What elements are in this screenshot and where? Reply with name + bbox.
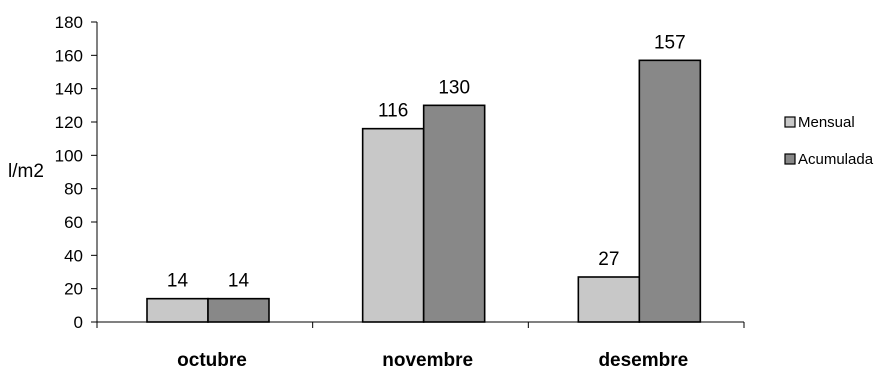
legend-swatch-acumulada xyxy=(784,153,796,165)
y-tick-label: 160 xyxy=(55,46,83,65)
bar-acumulada-novembre xyxy=(422,104,486,323)
bar-mensual-novembre xyxy=(361,127,425,323)
y-tick-label: 20 xyxy=(64,280,83,299)
y-tick-label: 140 xyxy=(55,80,83,99)
legend-label-mensual: Mensual xyxy=(798,114,855,131)
data-label-mensual-desembre: 27 xyxy=(598,249,619,270)
y-tick-label: 100 xyxy=(55,146,83,165)
x-axis: octubre novembre desembre xyxy=(96,321,745,368)
y-tick-label: 0 xyxy=(74,313,83,332)
y-axis-label: l/m2 xyxy=(8,161,44,182)
x-tick-label-desembre: desembre xyxy=(598,350,688,368)
x-tick-label-octubre: octubre xyxy=(177,350,247,368)
legend-swatch-mensual xyxy=(784,116,796,128)
legend-label-acumulada: Acumulada xyxy=(798,151,874,168)
y-tick-label: 80 xyxy=(64,180,83,199)
y-tick-label: 120 xyxy=(55,113,83,132)
data-label-acumulada-octubre: 14 xyxy=(228,271,250,292)
y-tick-label: 40 xyxy=(64,246,83,265)
x-tick-label-novembre: novembre xyxy=(382,350,473,368)
y-tick-label: 180 xyxy=(55,13,83,32)
bars xyxy=(146,59,702,323)
y-axis: 0 20 40 60 80 100 120 140 160 180 xyxy=(55,13,98,332)
y-tick-label: 60 xyxy=(64,213,83,232)
bar-mensual-desembre xyxy=(577,276,641,323)
data-label-acumulada-novembre: 130 xyxy=(438,77,470,98)
bar-acumulada-octubre xyxy=(207,297,270,323)
data-label-acumulada-desembre: 157 xyxy=(654,32,686,53)
data-label-mensual-octubre: 14 xyxy=(167,271,189,292)
legend: Mensual Acumulada xyxy=(784,114,874,168)
bar-acumulada-desembre xyxy=(638,59,702,323)
bar-mensual-octubre xyxy=(146,297,209,323)
data-labels: 14 14 116 130 27 157 xyxy=(167,32,686,291)
data-label-mensual-novembre: 116 xyxy=(378,101,408,122)
